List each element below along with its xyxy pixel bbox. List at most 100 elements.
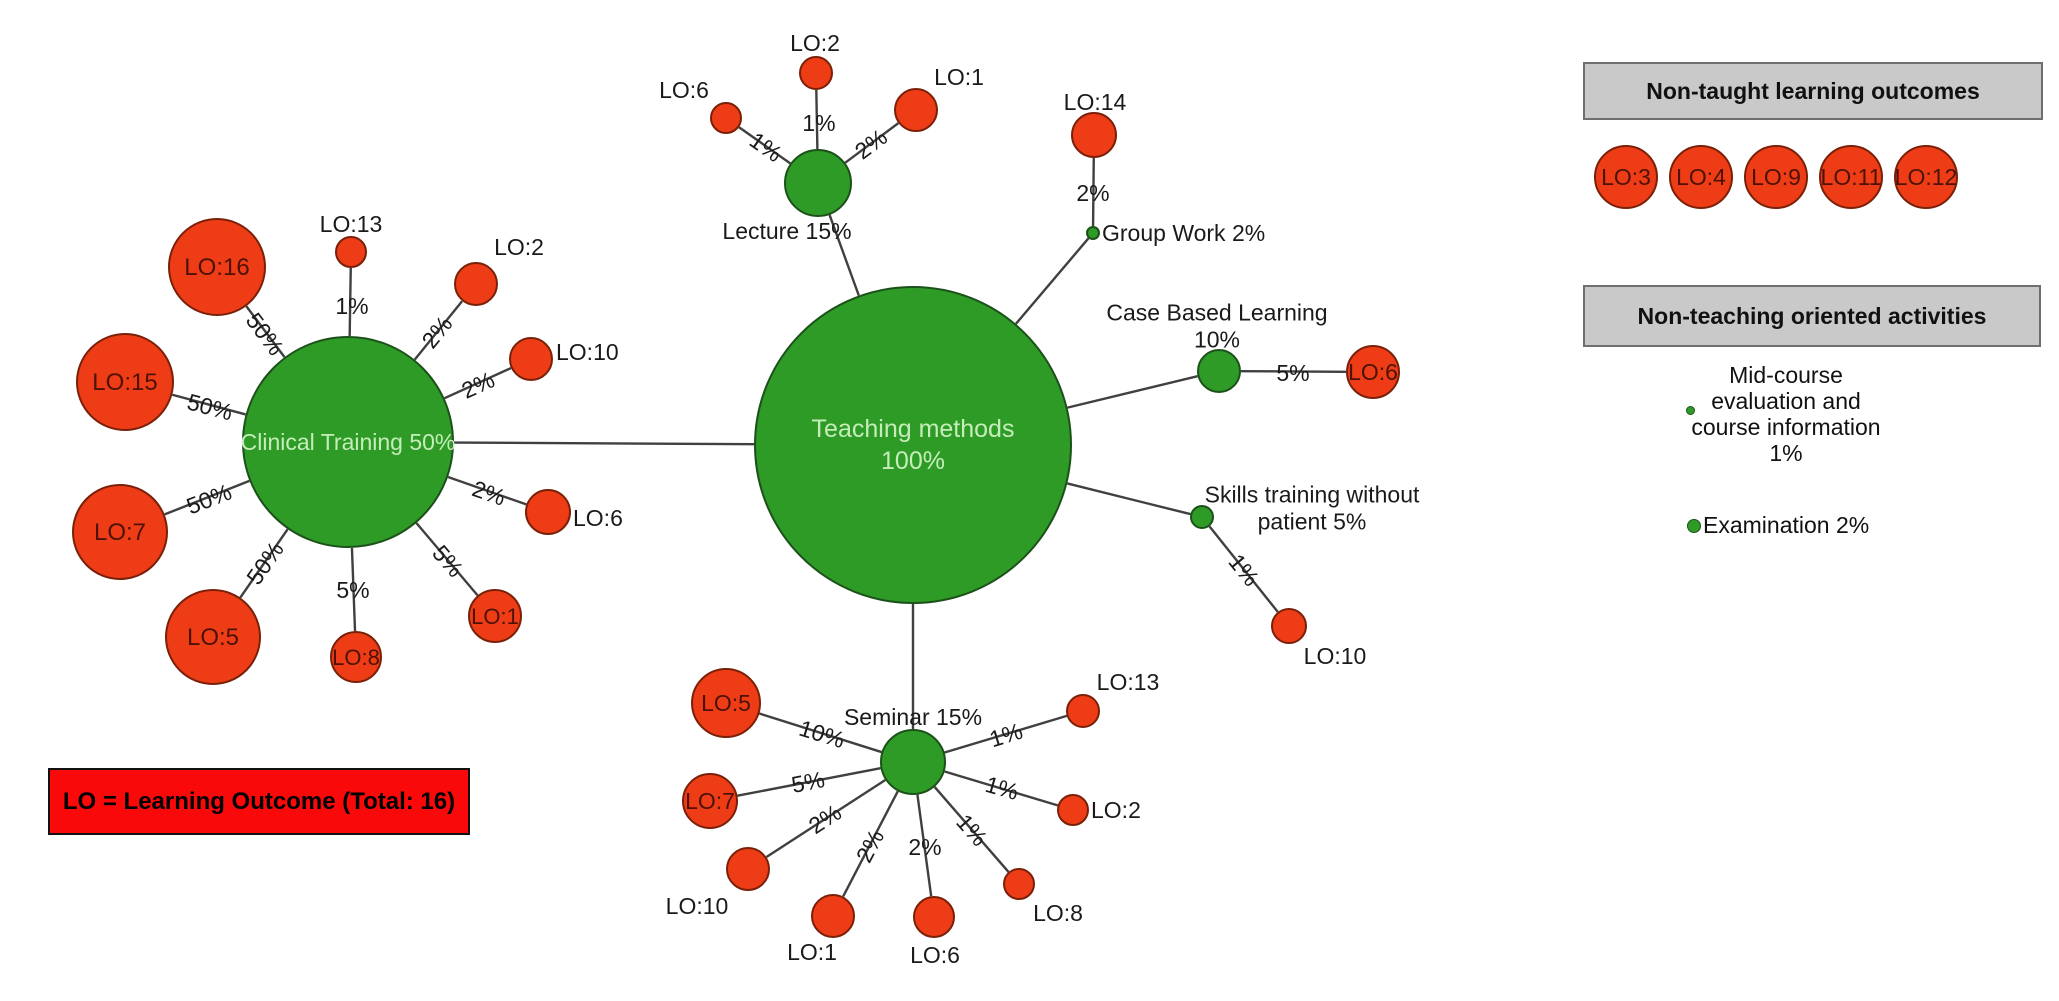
edge-seminar-m13 [944, 714, 1068, 754]
non-taught-panel: Non-taught learning outcomes [1583, 62, 2043, 120]
edge-groupwork-g14 [1091, 157, 1095, 227]
non-taught-outcome-label: LO:11 [1820, 163, 1882, 190]
node-label-m13: LO:13 [1097, 669, 1160, 695]
node-label-c6: LO:6 [573, 505, 623, 531]
edge-label-seminar-m6: 2% [908, 834, 941, 860]
edge-clinical-c7 [164, 479, 250, 516]
node-label-m7: LO:7 [685, 788, 735, 814]
node-label-cbl: Case Based Learning 10% [1106, 300, 1327, 353]
edge-label-clinical-c13: 1% [335, 293, 368, 319]
edge-teaching-cbl [1067, 375, 1198, 409]
node-label-s10: LO:10 [1304, 643, 1367, 669]
non-taught-outcome-circle: LO:4 [1669, 145, 1733, 209]
node-m2 [1057, 794, 1089, 826]
edge-label-clinical-c7: 50% [183, 479, 235, 520]
node-skills [1190, 505, 1214, 529]
midcourse-entry: Mid-course evaluation and course informa… [1676, 362, 1896, 466]
midcourse-line: Mid-course [1729, 362, 1843, 388]
node-m1 [811, 894, 855, 938]
node-label-m5: LO:5 [701, 690, 751, 716]
node-s10 [1271, 608, 1307, 644]
edge-seminar-m6 [916, 794, 933, 897]
node-label-m6: LO:6 [910, 942, 960, 968]
edge-label-clinical-c15: 50% [184, 388, 235, 425]
lo-note-text: LO = Learning Outcome (Total: 16) [62, 787, 456, 815]
non-taught-outcome-label: LO:9 [1751, 163, 1801, 190]
edge-seminar-m10 [765, 778, 886, 859]
node-m10 [726, 847, 770, 891]
edge-label-seminar-m13: 1% [986, 718, 1025, 753]
node-label-l2: LO:2 [790, 30, 840, 56]
edge-clinical-c6 [447, 475, 527, 506]
node-c7 [72, 484, 168, 580]
edge-clinical-c10 [444, 366, 512, 400]
edge-clinical-c16 [245, 305, 286, 358]
midcourse-dot-icon [1686, 406, 1695, 415]
non-teaching-panel-title: Non-teaching oriented activities [1637, 302, 1987, 329]
midcourse-line: 1% [1769, 440, 1803, 466]
non-taught-outcome-circle: LO:11 [1819, 145, 1883, 209]
edge-cbl-b6 [1240, 369, 1347, 374]
edge-seminar-m5 [759, 712, 882, 754]
node-c8 [330, 631, 382, 683]
edge-clinical-c1 [415, 522, 479, 597]
edge-teaching-skills [1066, 482, 1191, 516]
edge-label-groupwork-g14: 2% [1076, 180, 1109, 206]
edge-label-skills-s10: 1% [1223, 549, 1264, 591]
edge-teaching-clinical [453, 441, 755, 446]
node-label-c13: LO:13 [320, 211, 383, 237]
edge-clinical-c15 [172, 393, 246, 416]
node-label-m2: LO:2 [1091, 797, 1141, 823]
non-taught-outcomes-row: LO:3 LO:4 LO:9 LO:11 LO:12 [1594, 145, 1958, 209]
edge-label-seminar-m10: 2% [804, 799, 846, 839]
examination-label: Examination 2% [1703, 512, 1870, 538]
node-label-c5: LO:5 [187, 624, 239, 651]
node-label-teaching: Teaching methods 100% [812, 415, 1015, 475]
edge-label-clinical-c5: 50% [241, 537, 289, 590]
edge-label-seminar-m5: 10% [796, 715, 848, 753]
edge-label-seminar-m2: 1% [982, 771, 1021, 805]
node-l2 [799, 56, 833, 90]
node-label-m1: LO:1 [787, 939, 837, 965]
node-label-c8: LO:8 [332, 645, 380, 670]
examination-entry: Examination 2% [1687, 512, 1869, 539]
node-g14 [1071, 112, 1117, 158]
node-l6 [710, 102, 742, 134]
edge-clinical-c2 [413, 300, 464, 361]
node-c15 [76, 333, 174, 431]
edge-teaching-lecture [828, 214, 860, 296]
edge-label-clinical-c6: 2% [469, 475, 509, 510]
node-c2 [454, 262, 498, 306]
edge-label-cbl-b6: 5% [1276, 360, 1309, 386]
edge-lecture-l6 [738, 126, 791, 165]
edge-label-lecture-l1: 2% [850, 124, 892, 165]
node-c1 [468, 589, 522, 643]
non-taught-outcome-circle: LO:9 [1744, 145, 1808, 209]
node-label-l6: LO:6 [659, 77, 709, 103]
node-label-c15: LO:15 [92, 369, 157, 396]
node-m6 [913, 896, 955, 938]
node-seminar [880, 729, 946, 795]
edge-lecture-l2 [815, 89, 819, 150]
non-teaching-panel: Non-teaching oriented activities [1583, 285, 2041, 347]
non-taught-panel-title: Non-taught learning outcomes [1646, 77, 1980, 104]
edge-skills-s10 [1208, 525, 1279, 613]
edge-lecture-l1 [844, 122, 900, 164]
node-label-b6: LO:6 [1348, 359, 1398, 385]
edge-label-clinical-c2: 2% [416, 311, 457, 353]
lo-note-box: LO = Learning Outcome (Total: 16) [48, 768, 470, 835]
node-lecture [784, 149, 852, 217]
edge-label-clinical-c10: 2% [458, 366, 499, 403]
node-b6 [1346, 345, 1400, 399]
node-label-seminar: Seminar 15% [844, 704, 982, 730]
node-m5 [691, 668, 761, 738]
node-c5 [165, 589, 261, 685]
node-label-m8: LO:8 [1033, 900, 1083, 926]
node-teaching [754, 286, 1072, 604]
edge-clinical-c5 [239, 528, 289, 599]
node-label-lecture: Lecture 15% [722, 218, 851, 244]
node-label-groupwork: Group Work 2% [1102, 220, 1265, 246]
node-m8 [1003, 868, 1035, 900]
edge-label-seminar-m7: 5% [789, 766, 827, 798]
